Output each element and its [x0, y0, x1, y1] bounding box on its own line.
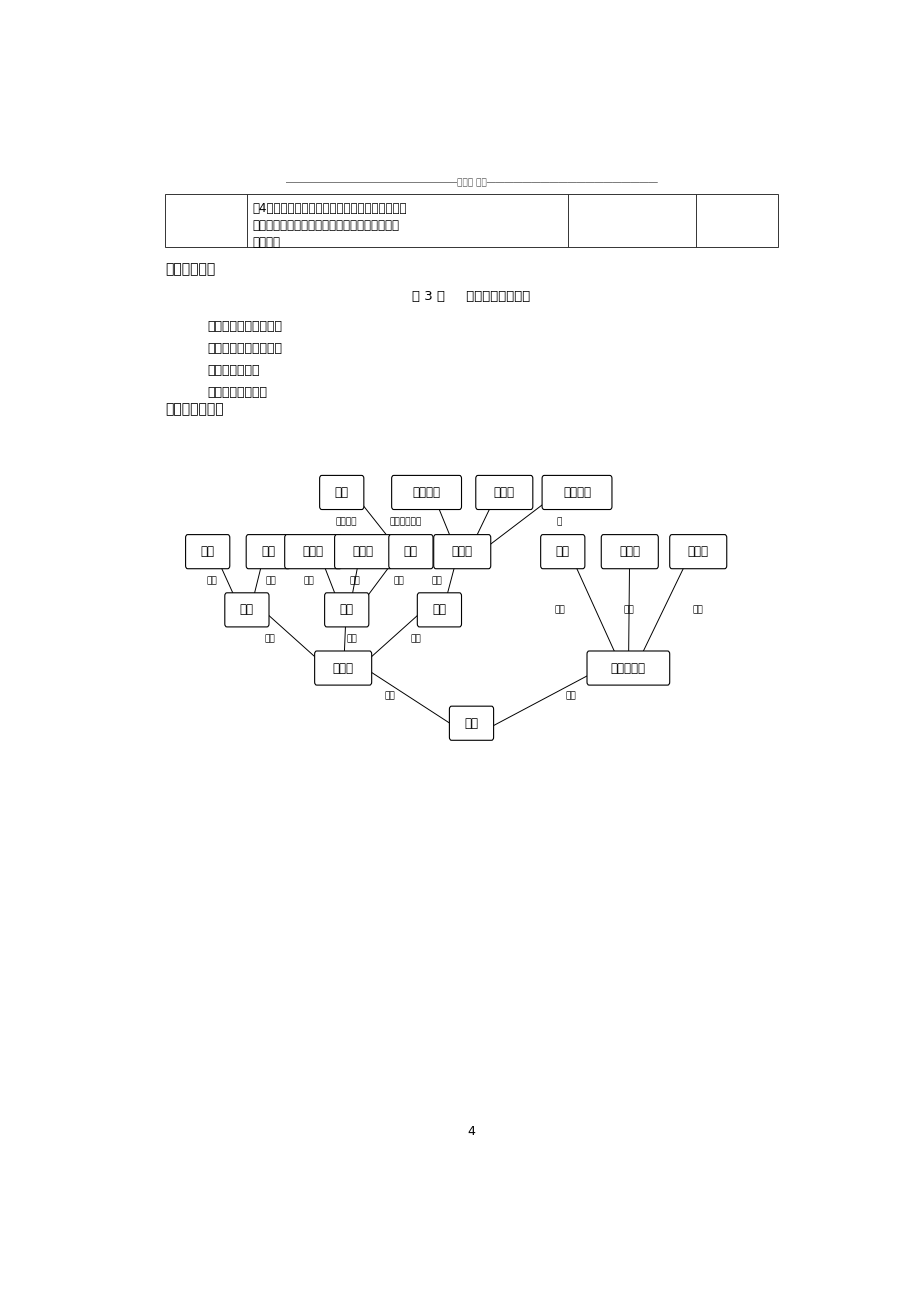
Text: 包括: 包括 [554, 606, 564, 614]
FancyBboxPatch shape [541, 476, 611, 509]
Text: 包括: 包括 [265, 635, 275, 644]
Text: 4: 4 [467, 1124, 475, 1138]
FancyBboxPatch shape [540, 534, 584, 568]
FancyBboxPatch shape [433, 534, 490, 568]
Text: 内膜: 内膜 [432, 603, 446, 616]
FancyBboxPatch shape [417, 593, 461, 627]
Text: 【板书设计】: 【板书设计】 [165, 262, 215, 276]
Text: 【本节概念图】: 【本节概念图】 [165, 403, 223, 416]
Text: 包括: 包括 [565, 691, 576, 700]
FancyBboxPatch shape [586, 652, 669, 685]
Text: 中央围成: 中央围成 [335, 517, 357, 526]
Text: 包括: 包括 [206, 576, 217, 585]
FancyBboxPatch shape [246, 534, 290, 568]
Text: 眼球内容物: 眼球内容物 [610, 662, 645, 675]
Text: 一、感受器与感觉器官: 一、感受器与感觉器官 [208, 321, 282, 332]
Text: 小论文。: 小论文。 [253, 236, 280, 249]
FancyBboxPatch shape [391, 476, 461, 509]
FancyBboxPatch shape [448, 706, 494, 740]
Text: 包括: 包括 [431, 576, 441, 585]
Text: 包括: 包括 [346, 635, 357, 644]
FancyBboxPatch shape [314, 652, 371, 685]
Text: 包括: 包括 [265, 576, 276, 585]
Text: 巩膜: 巩膜 [200, 545, 214, 558]
Text: 中膜: 中膜 [339, 603, 353, 616]
Text: 光感受器: 光感受器 [562, 486, 590, 499]
Text: 包括: 包括 [303, 576, 313, 585]
Text: 包括: 包括 [349, 576, 360, 585]
Text: 眼球壁: 眼球壁 [333, 662, 353, 675]
Text: 眼球: 眼球 [464, 717, 478, 730]
Text: 虹膜: 虹膜 [403, 545, 417, 558]
Text: 脉络膜: 脉络膜 [302, 545, 323, 558]
FancyBboxPatch shape [324, 593, 369, 627]
Text: 瞳孔: 瞳孔 [335, 486, 348, 499]
Text: 房水: 房水 [555, 545, 569, 558]
Text: 查眼科学的发展现状，结合自己的思考，写一篇: 查眼科学的发展现状，结合自己的思考，写一篇 [253, 219, 399, 232]
Text: 感受细胞: 感受细胞 [412, 486, 440, 499]
FancyBboxPatch shape [224, 593, 268, 627]
Text: （4）通过网络、报刊杂志、电视等各种途径，调: （4）通过网络、报刊杂志、电视等各种途径，调 [253, 202, 407, 215]
FancyBboxPatch shape [186, 534, 230, 568]
Text: 视神经: 视神经 [494, 486, 515, 499]
Text: 包括: 包括 [411, 635, 421, 644]
FancyBboxPatch shape [669, 534, 726, 568]
FancyBboxPatch shape [475, 476, 532, 509]
Text: 包括: 包括 [393, 576, 403, 585]
Text: 视网膜: 视网膜 [451, 545, 472, 558]
Text: 第 3 节     感受器和感觉器官: 第 3 节 感受器和感觉器官 [412, 289, 530, 302]
Text: 是: 是 [556, 517, 561, 526]
Text: 包括: 包括 [384, 691, 394, 700]
Text: 睫状体: 睫状体 [352, 545, 373, 558]
Text: 晶状体: 晶状体 [618, 545, 640, 558]
FancyBboxPatch shape [389, 534, 433, 568]
Text: 含有直接连接: 含有直接连接 [389, 517, 421, 526]
Text: 角膜: 角膜 [261, 545, 275, 558]
Text: 二、眼球的结构与功能: 二、眼球的结构与功能 [208, 341, 282, 354]
Bar [165, 194, 777, 246]
Text: 包括: 包括 [691, 606, 702, 614]
FancyBboxPatch shape [601, 534, 658, 568]
Text: 外膜: 外膜 [240, 603, 254, 616]
Text: 包括: 包括 [623, 606, 634, 614]
FancyBboxPatch shape [319, 476, 363, 509]
Text: 四、眼的卫生保健: 四、眼的卫生保健 [208, 386, 267, 399]
FancyBboxPatch shape [335, 534, 391, 568]
FancyBboxPatch shape [284, 534, 341, 568]
Text: ―――――――――――――――――――名校名 推荐―――――――――――――――――――: ―――――――――――――――――――名校名 推荐―――――――――――――――… [285, 179, 657, 188]
Text: 三、视觉的形成: 三、视觉的形成 [208, 364, 260, 377]
Text: 玻璃体: 玻璃体 [687, 545, 708, 558]
